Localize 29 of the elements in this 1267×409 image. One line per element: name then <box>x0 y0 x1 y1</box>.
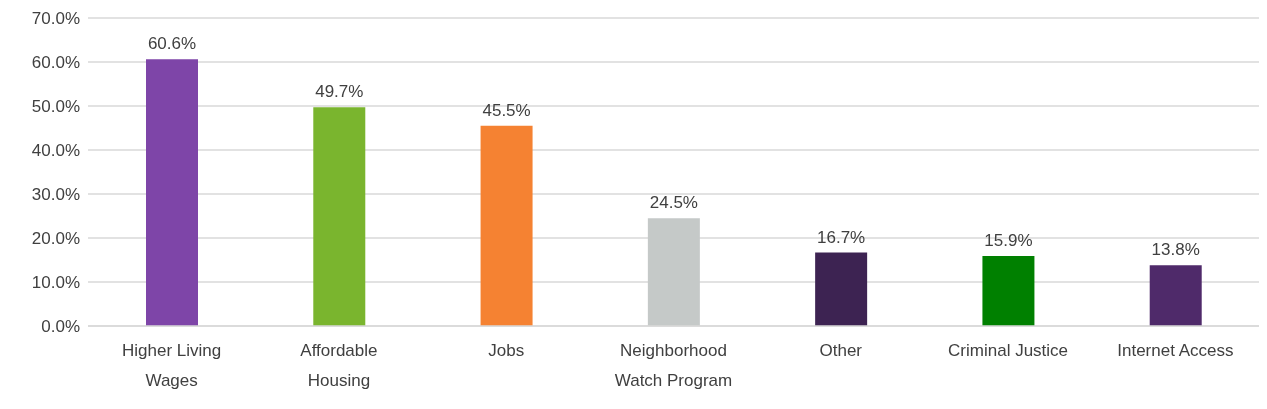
data-label: 13.8% <box>1151 240 1200 260</box>
data-label: 15.9% <box>984 231 1033 251</box>
bar <box>313 107 366 326</box>
bar <box>480 125 533 326</box>
bar <box>815 252 868 326</box>
bar <box>1149 265 1202 326</box>
bar <box>982 256 1035 326</box>
x-tick-label: Other <box>819 341 863 360</box>
x-tick-label: Criminal Justice <box>948 341 1069 360</box>
y-tick-label: 70.0% <box>31 9 80 29</box>
x-tick-label: Higher Living Wages <box>122 341 222 390</box>
data-label: 24.5% <box>649 193 698 213</box>
y-tick-label: 60.0% <box>31 53 80 73</box>
data-label: 16.7% <box>817 227 866 247</box>
data-label: 45.5% <box>482 100 531 120</box>
data-label: 49.7% <box>315 82 364 102</box>
bar <box>146 59 198 326</box>
y-tick-label: 30.0% <box>31 185 80 205</box>
y-tick-label: 10.0% <box>31 273 80 293</box>
bar <box>647 218 700 326</box>
x-tick-label: Internet Access <box>1117 341 1234 360</box>
y-tick-label: 20.0% <box>31 229 80 249</box>
x-tick-label: Jobs <box>488 341 525 360</box>
x-tick-label: Affordable Housing <box>300 341 378 390</box>
x-tick-label: Neighborhood Watch Program <box>614 341 733 390</box>
data-label: 60.6% <box>147 34 197 54</box>
y-tick-label: 0.0% <box>41 317 80 337</box>
y-tick-label: 50.0% <box>31 97 80 117</box>
y-tick-label: 40.0% <box>31 141 80 161</box>
